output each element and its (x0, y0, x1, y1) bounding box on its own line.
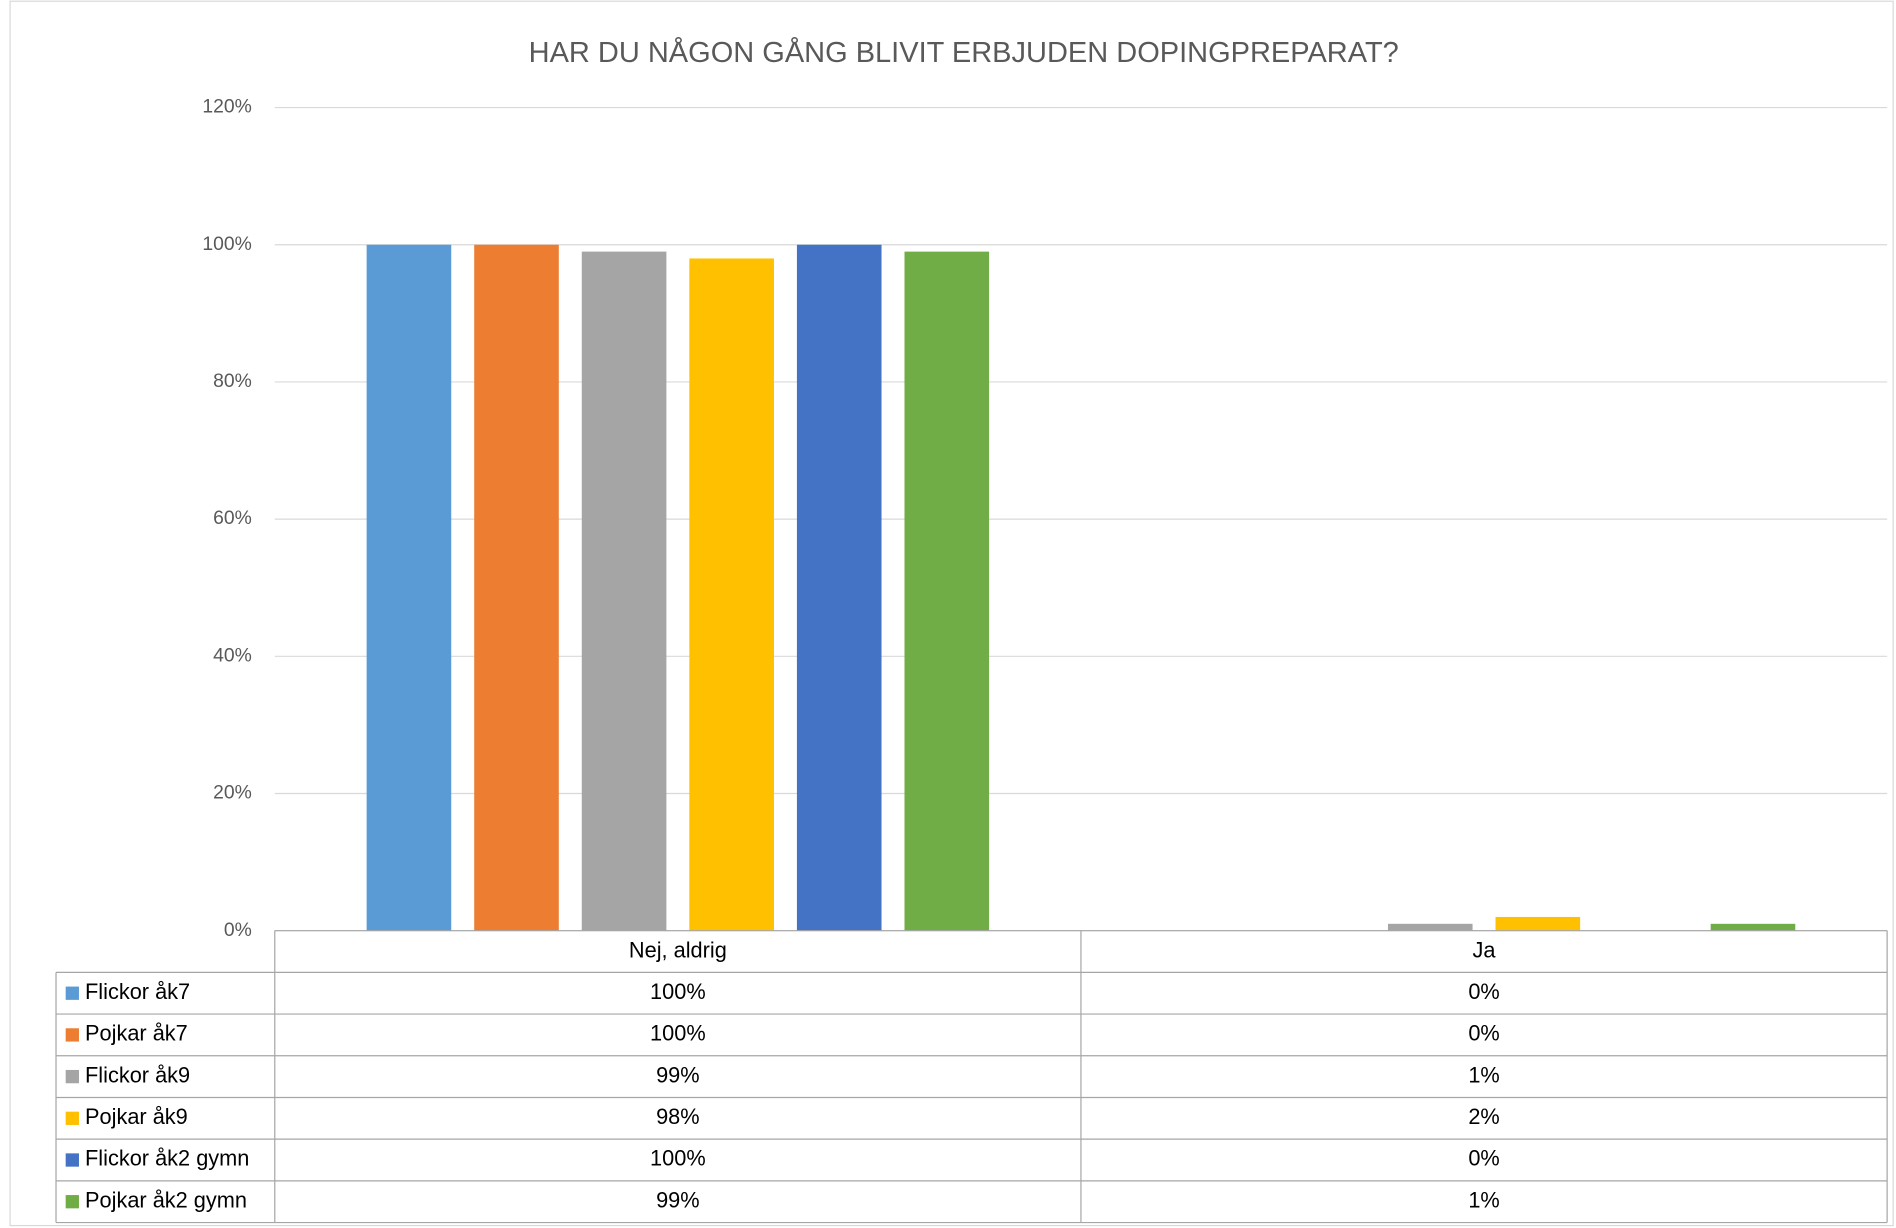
table-value: 0% (1468, 1146, 1499, 1171)
table-value: 99% (656, 1187, 700, 1212)
legend-swatch (65, 1028, 79, 1042)
bar (1710, 923, 1796, 931)
x-tick-label: Ja (1473, 937, 1497, 962)
bar (904, 251, 990, 931)
bar (796, 244, 882, 931)
x-tick-label: Nej, aldrig (629, 937, 727, 962)
legend-swatch (65, 986, 79, 1000)
legend-swatch (65, 1069, 79, 1084)
table-value: 0% (1468, 979, 1499, 1004)
table-value: 1% (1468, 1187, 1499, 1212)
table-value: 98% (656, 1104, 700, 1129)
table-value: 1% (1468, 1062, 1499, 1087)
y-tick-label: 120% (202, 97, 251, 118)
y-tick-label: 100% (202, 234, 251, 255)
legend-label: Pojkar åk9 (85, 1104, 188, 1129)
table-value: 99% (656, 1062, 700, 1087)
legend-label: Flickor åk7 (85, 979, 190, 1004)
chart-title: HAR DU NÅGON GÅNG BLIVIT ERBJUDEN DOPING… (529, 36, 1399, 69)
bar (474, 244, 559, 931)
y-tick-label: 20% (213, 783, 252, 804)
table-value: 100% (650, 1021, 706, 1046)
y-tick-label: 80% (213, 371, 252, 392)
legend-label: Pojkar åk7 (85, 1021, 188, 1046)
table-value: 100% (650, 1146, 706, 1171)
legend-label: Flickor åk9 (85, 1062, 190, 1087)
y-tick-label: 40% (213, 645, 252, 666)
y-tick-label: 0% (224, 920, 252, 941)
y-tick-label: 60% (213, 508, 252, 529)
legend-swatch (65, 1153, 79, 1167)
bar (1495, 916, 1581, 931)
bar (581, 251, 667, 931)
legend-label: Pojkar åk2 gymn (85, 1187, 247, 1212)
legend-swatch (65, 1195, 79, 1209)
table-value: 2% (1468, 1104, 1499, 1129)
legend-label: Flickor åk2 gymn (85, 1146, 249, 1171)
bar (1387, 923, 1473, 931)
bar (366, 244, 452, 931)
legend-swatch (65, 1111, 79, 1125)
table-value: 0% (1468, 1021, 1499, 1046)
table-value: 100% (650, 979, 706, 1004)
bar (689, 258, 774, 931)
